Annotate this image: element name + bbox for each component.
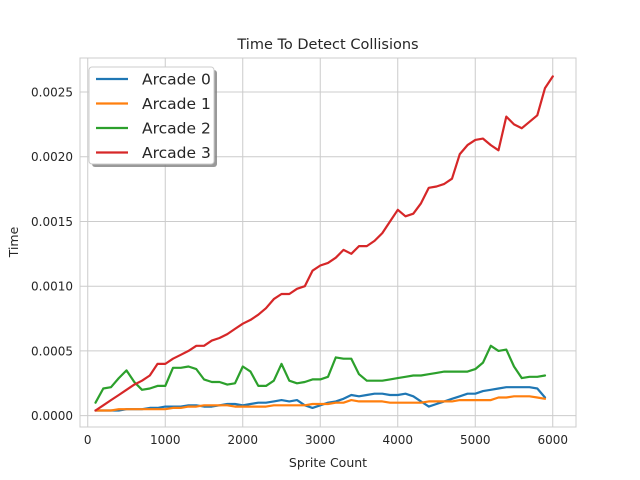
x-tick-label: 5000 [460, 433, 491, 447]
legend-label-3: Arcade 2 [142, 120, 211, 138]
y-tick-label: 0.0025 [31, 85, 73, 99]
series-line-4 [94, 75, 554, 412]
x-tick-label: 2000 [227, 433, 258, 447]
legend-label-2: Arcade 1 [142, 95, 211, 113]
y-tick-label: 0.0020 [31, 150, 73, 164]
legend-items: Arcade 0 Arcade 1 Arcade 2 Arcade 3 [96, 71, 211, 162]
y-tick-label: 0.0010 [31, 280, 73, 294]
x-tick-label: 3000 [305, 433, 336, 447]
plot-frame [79, 57, 577, 428]
series-line-2 [94, 395, 547, 412]
y-axis-label: Time [6, 226, 21, 258]
x-tick-labels: 0 1000 2000 3000 4000 5000 6000 [84, 433, 568, 447]
legend-label-1: Arcade 0 [142, 71, 211, 89]
x-tick-label: 4000 [382, 433, 413, 447]
x-tick-label: 1000 [150, 433, 181, 447]
chart-title: Time To Detect Collisions [236, 37, 418, 53]
series-layer [94, 75, 554, 412]
legend-frame [88, 66, 215, 165]
y-tick-label: 0.0005 [31, 344, 73, 358]
x-tick-label: 6000 [537, 433, 568, 447]
series-line-1 [94, 386, 547, 412]
y-tick-label: 0.0015 [31, 215, 73, 229]
x-tick-label: 0 [84, 433, 92, 447]
y-tick-label: 0.0000 [31, 409, 73, 423]
legend-label-4: Arcade 3 [142, 144, 211, 162]
grid [80, 58, 576, 427]
series-line-3 [94, 344, 547, 404]
legend: Arcade 0 Arcade 1 Arcade 2 Arcade 3 [88, 66, 217, 167]
y-tick-labels: 0.0000 0.0005 0.0010 0.0015 0.0020 0.0025 [31, 85, 73, 423]
x-axis-label: Sprite Count [289, 455, 367, 470]
